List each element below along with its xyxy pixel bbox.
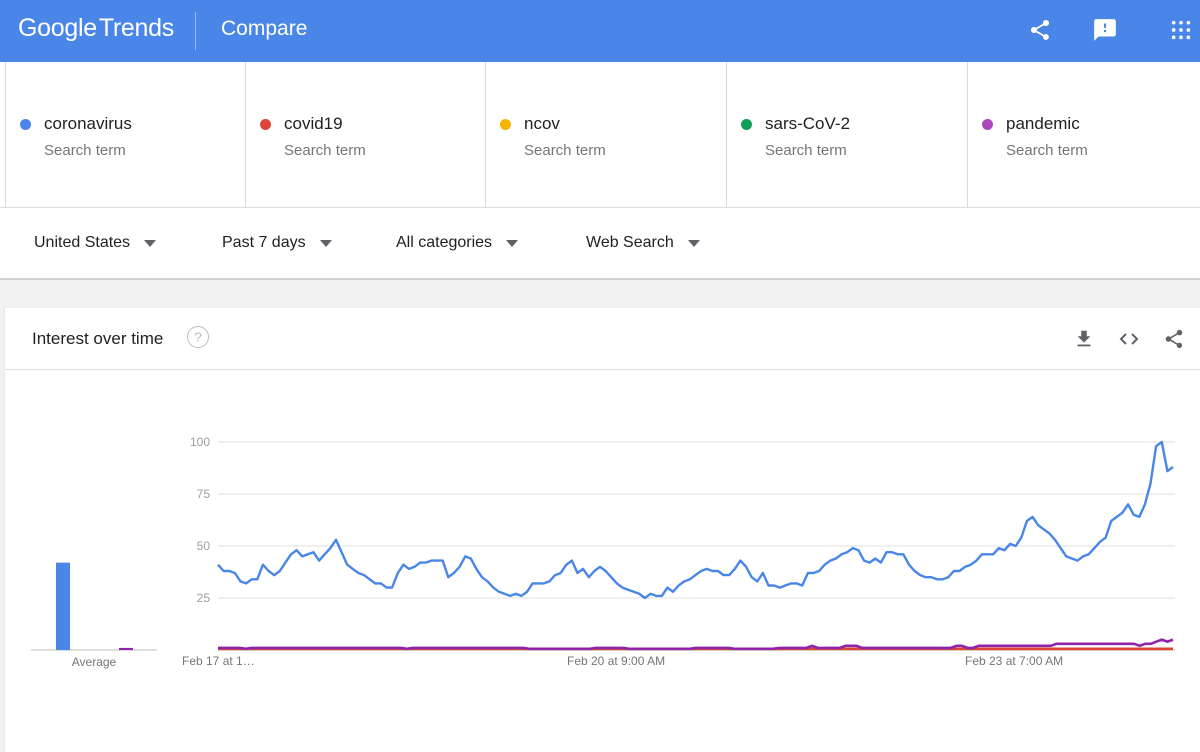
embed-icon[interactable] — [1116, 326, 1142, 352]
term-name: sars-CoV-2 — [765, 114, 851, 133]
caret-down-icon — [687, 239, 700, 247]
search-terms-bar: coronavirus Search term covid19 Search t… — [0, 62, 1200, 208]
share-icon[interactable] — [1025, 15, 1055, 45]
category-value: All categories — [396, 234, 493, 251]
term-coronavirus[interactable]: coronavirus Search term — [5, 62, 245, 208]
region-value: United States — [34, 234, 131, 251]
card-title: Interest over time — [32, 329, 164, 348]
interest-over-time-card: Interest over time ? Average 25 50 75 100 F… — [5, 308, 1200, 752]
term-sars-cov-2[interactable]: sars-CoV-2 Search term — [726, 62, 967, 208]
average-chart: Average — [31, 562, 157, 669]
caret-down-icon — [319, 239, 332, 247]
logo-trends-text: Trends — [98, 14, 174, 42]
series-color-dot — [741, 119, 752, 130]
caret-down-icon — [506, 239, 519, 247]
help-glyph: ? — [194, 329, 202, 345]
term-type: Search term — [44, 142, 126, 159]
average-bar-coronavirus[interactable] — [56, 562, 70, 650]
y-tick-label: 75 — [197, 487, 211, 501]
caret-down-icon — [144, 239, 157, 247]
y-tick-label: 25 — [197, 591, 211, 605]
chart-gridlines — [218, 441, 1175, 651]
app-header: GoogleTrends Compare — [0, 0, 1200, 62]
term-type: Search term — [524, 142, 606, 159]
download-icon[interactable] — [1071, 326, 1097, 352]
average-bar-pandemic[interactable] — [119, 647, 133, 650]
time-range-dropdown[interactable]: Past 7 days — [222, 234, 332, 252]
region-dropdown[interactable]: United States — [34, 234, 157, 252]
share-icon[interactable] — [1161, 326, 1187, 352]
series-color-dot — [982, 119, 993, 130]
time-range-value: Past 7 days — [222, 234, 306, 251]
interest-chart[interactable]: Average 25 50 75 100 Feb 17 at 1… Feb 20 at … — [5, 370, 1200, 752]
series-line-pandemic[interactable] — [218, 638, 1174, 651]
y-tick-label: 50 — [197, 539, 211, 553]
category-dropdown[interactable]: All categories — [396, 234, 519, 252]
logo-google-text: Google — [18, 14, 97, 42]
series-color-dot — [20, 119, 31, 130]
google-trends-logo[interactable]: GoogleTrends — [18, 14, 174, 43]
series-lines — [217, 440, 1174, 651]
series-line-coronavirus[interactable] — [217, 440, 1174, 600]
x-tick-label: Feb 23 at 7:00 AM — [965, 654, 1063, 668]
term-pandemic[interactable]: pandemic Search term — [967, 62, 1200, 208]
filter-bar: United States Past 7 days All categories… — [0, 208, 1200, 280]
term-name: covid19 — [284, 114, 343, 133]
term-type: Search term — [1006, 142, 1088, 159]
search-type-dropdown[interactable]: Web Search — [586, 234, 700, 252]
term-name: coronavirus — [44, 114, 132, 133]
y-tick-label: 100 — [190, 435, 210, 449]
y-axis-labels: 25 50 75 100 — [190, 435, 210, 605]
term-type: Search term — [765, 142, 847, 159]
x-tick-label: Feb 20 at 9:00 AM — [567, 654, 665, 668]
search-type-value: Web Search — [586, 234, 674, 251]
x-tick-label: Feb 17 at 1… — [182, 654, 255, 668]
average-label: Average — [72, 655, 117, 669]
series-color-dot — [500, 119, 511, 130]
series-color-dot — [260, 119, 271, 130]
card-header: Interest over time ? — [5, 308, 1200, 370]
term-name: ncov — [524, 114, 560, 133]
header-divider — [195, 12, 196, 50]
apps-icon[interactable] — [1166, 15, 1196, 45]
term-covid19[interactable]: covid19 Search term — [245, 62, 485, 208]
x-axis-labels: Feb 17 at 1… Feb 20 at 9:00 AM Feb 23 at 7… — [182, 654, 1063, 668]
page-title: Compare — [221, 17, 308, 40]
term-name: pandemic — [1006, 114, 1080, 133]
help-icon[interactable]: ? — [187, 326, 209, 348]
term-ncov[interactable]: ncov Search term — [485, 62, 726, 208]
term-type: Search term — [284, 142, 366, 159]
feedback-icon[interactable] — [1090, 15, 1120, 45]
